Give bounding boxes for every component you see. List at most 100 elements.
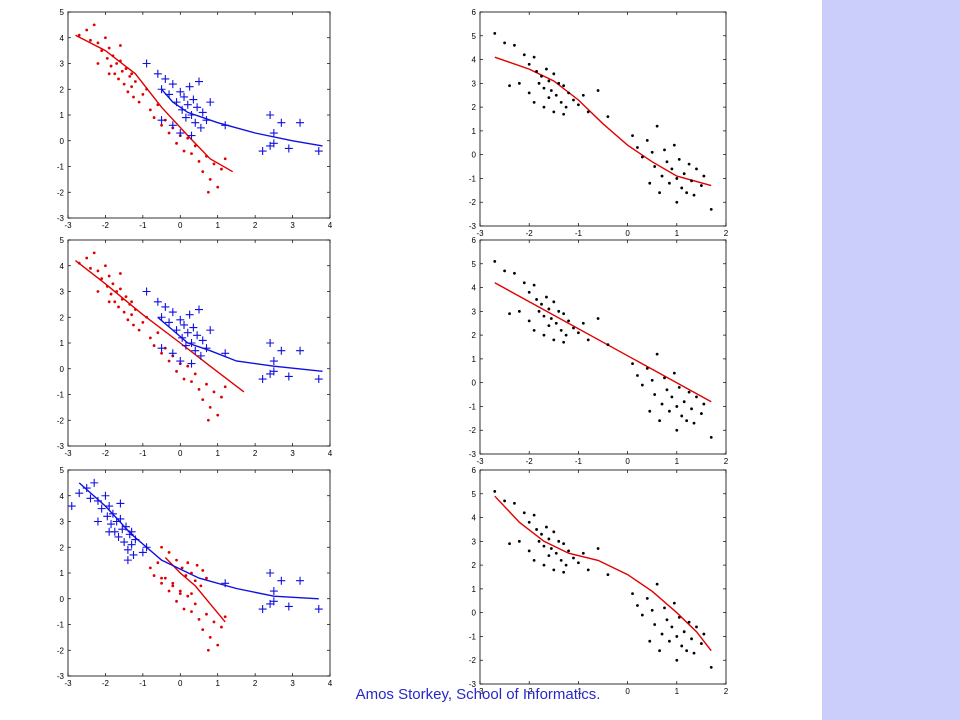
data-point-plus bbox=[193, 331, 202, 340]
data-point-dot bbox=[205, 382, 208, 386]
x-tick-label: -1 bbox=[139, 449, 147, 458]
data-point-dot bbox=[572, 98, 575, 102]
x-tick-label: -1 bbox=[139, 679, 147, 688]
data-point-dot bbox=[522, 281, 526, 285]
data-point-dot bbox=[212, 620, 216, 624]
data-point-dot bbox=[695, 395, 698, 399]
x-tick-label: 3 bbox=[290, 679, 295, 688]
data-point-dot bbox=[186, 594, 190, 598]
data-point-dot bbox=[596, 547, 600, 550]
data-point-dot bbox=[182, 607, 186, 611]
x-tick-label: 2 bbox=[253, 221, 258, 230]
data-point-dot bbox=[581, 93, 585, 97]
x-tick-label: 4 bbox=[328, 679, 333, 688]
y-tick-label: 3 bbox=[60, 518, 65, 527]
data-point-dot bbox=[141, 321, 145, 324]
data-point-dot bbox=[680, 186, 684, 190]
data-point-plus bbox=[82, 484, 91, 493]
data-point-dot bbox=[532, 558, 536, 562]
data-point-dot bbox=[547, 554, 551, 557]
chart-row-1-left: -3 -2 -1 0 1 2 3 4 -3 -2 -1 0 1 2 3 4 5 bbox=[57, 8, 333, 230]
data-point-dot bbox=[535, 528, 538, 531]
data-point-plus bbox=[180, 92, 189, 101]
y-tick-label: 4 bbox=[472, 514, 477, 523]
data-point-dot bbox=[130, 300, 134, 304]
data-point-dot bbox=[672, 143, 676, 147]
data-point-dot bbox=[547, 537, 551, 541]
data-point-plus bbox=[67, 502, 76, 511]
data-point-plus bbox=[269, 129, 278, 138]
data-point-dot bbox=[658, 191, 661, 195]
data-point-dot bbox=[493, 490, 497, 493]
data-point-dot bbox=[197, 617, 201, 621]
data-point-dot bbox=[122, 310, 126, 314]
data-point-dot bbox=[130, 313, 134, 317]
data-point-dot bbox=[212, 162, 216, 166]
data-point-plus bbox=[168, 308, 177, 317]
data-point-plus bbox=[90, 478, 99, 487]
data-point-dot bbox=[540, 302, 543, 306]
data-point-dot bbox=[677, 616, 681, 619]
data-point-plus bbox=[161, 74, 170, 83]
data-point-dot bbox=[216, 185, 220, 189]
data-point-plus bbox=[187, 359, 196, 368]
x-tick-label: -3 bbox=[64, 449, 72, 458]
data-point-dot bbox=[115, 290, 119, 293]
data-point-plus bbox=[284, 602, 293, 611]
data-point-dot bbox=[549, 317, 553, 320]
y-tick-label: 1 bbox=[472, 355, 477, 364]
data-point-dot bbox=[685, 649, 689, 653]
data-point-dot bbox=[206, 418, 210, 422]
data-point-dot bbox=[195, 563, 199, 567]
x-tick-label: 1 bbox=[215, 221, 220, 230]
data-point-dot bbox=[650, 378, 654, 382]
y-tick-label: 4 bbox=[60, 34, 65, 43]
data-point-plus bbox=[116, 499, 125, 508]
data-point-dot bbox=[160, 351, 163, 355]
data-point-dot bbox=[201, 170, 205, 174]
data-point-dot bbox=[508, 542, 511, 546]
data-point-dot bbox=[522, 53, 526, 57]
data-point-dot bbox=[119, 44, 122, 47]
data-point-dot bbox=[577, 103, 580, 107]
data-point-dot bbox=[133, 80, 137, 83]
data-point-dot bbox=[513, 501, 516, 505]
y-tick-label: 6 bbox=[472, 8, 477, 17]
data-point-dot bbox=[685, 191, 689, 195]
data-point-dot bbox=[152, 574, 156, 577]
y-tick-label: 3 bbox=[60, 60, 65, 69]
y-tick-label: 6 bbox=[472, 236, 477, 245]
data-point-plus bbox=[206, 326, 215, 335]
data-point-dot bbox=[216, 413, 220, 417]
data-point-dot bbox=[100, 49, 104, 53]
data-point-dot bbox=[119, 287, 122, 291]
x-tick-label: 3 bbox=[290, 449, 295, 458]
data-point-plus bbox=[189, 95, 198, 104]
data-point-dot bbox=[665, 160, 669, 164]
y-tick-label: -1 bbox=[57, 391, 65, 400]
data-point-dot bbox=[542, 105, 546, 109]
data-point-dot bbox=[117, 77, 120, 81]
data-point-dot bbox=[493, 260, 497, 263]
data-point-plus bbox=[198, 108, 207, 117]
data-point-dot bbox=[199, 584, 203, 588]
data-point-dot bbox=[709, 207, 713, 211]
data-point-dot bbox=[655, 352, 659, 356]
data-point-dot bbox=[549, 89, 553, 92]
x-tick-label: 0 bbox=[178, 449, 183, 458]
data-point-dot bbox=[104, 36, 107, 40]
data-point-dot bbox=[675, 635, 679, 638]
data-point-dot bbox=[141, 93, 145, 96]
data-point-plus bbox=[277, 576, 286, 585]
fit-line bbox=[494, 282, 712, 403]
data-point-dot bbox=[132, 95, 135, 99]
data-point-dot bbox=[559, 100, 563, 104]
data-point-plus bbox=[165, 90, 174, 99]
y-tick-label: -3 bbox=[57, 672, 65, 681]
data-point-dot bbox=[128, 74, 132, 78]
data-point-dot bbox=[96, 269, 100, 273]
y-tick-label: -1 bbox=[469, 402, 477, 411]
data-point-dot bbox=[178, 589, 182, 593]
data-point-dot bbox=[702, 174, 706, 178]
data-point-dot bbox=[660, 402, 664, 406]
